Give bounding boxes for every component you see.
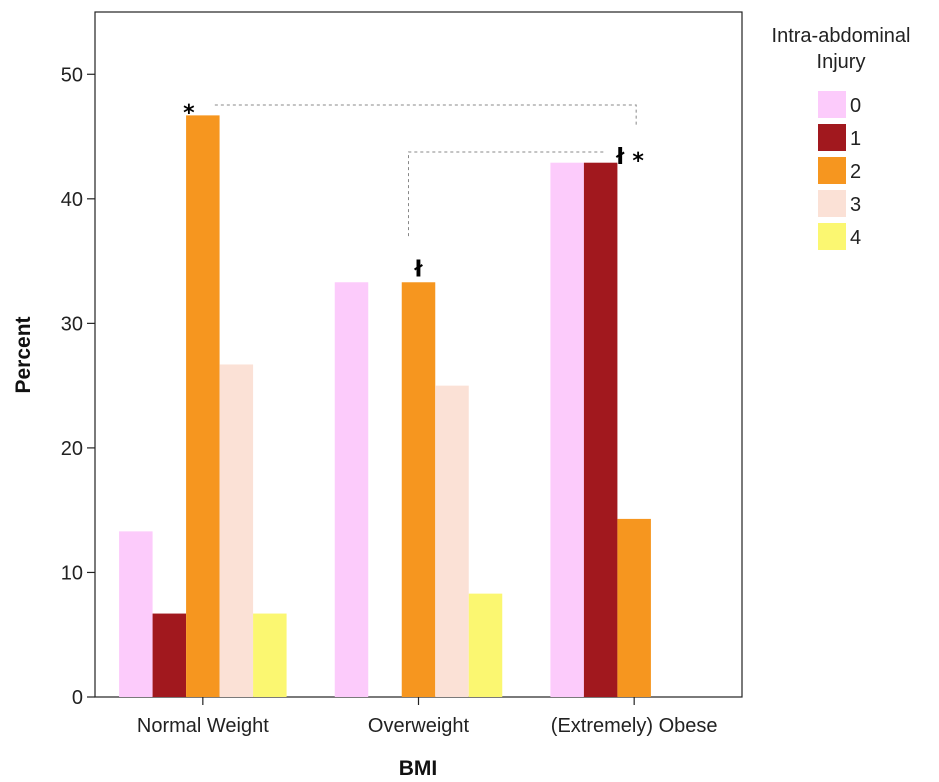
- legend: Intra-abdominal Injury 0 1 2 3 4: [772, 25, 911, 250]
- y-tick-label: 10: [61, 562, 83, 584]
- y-axis-title: Percent: [12, 316, 35, 393]
- x-tick-label: Overweight: [368, 715, 470, 737]
- bar: [583, 162, 618, 697]
- legend-swatch: [818, 223, 846, 250]
- bar: [119, 531, 153, 697]
- dagger-marker: ł: [413, 257, 423, 282]
- y-axis: 0 10 20 30 40 50: [61, 64, 95, 709]
- y-tick-label: 30: [61, 313, 83, 335]
- asterisk-marker: *: [632, 149, 644, 174]
- dagger-marker: ł: [615, 145, 625, 170]
- bar: [435, 385, 469, 697]
- bar: [253, 613, 287, 697]
- legend-swatch: [818, 157, 846, 184]
- bar: [401, 282, 436, 697]
- significance-bracket: [214, 104, 637, 127]
- legend-label: 1: [850, 128, 861, 150]
- y-tick-label: 50: [61, 64, 83, 86]
- bar: [468, 593, 503, 697]
- bar: [219, 364, 254, 697]
- bars: [119, 115, 651, 697]
- legend-label: 3: [850, 194, 861, 216]
- legend-swatch: [818, 190, 846, 217]
- significance-bracket: [408, 151, 607, 237]
- legend-swatch: [818, 124, 846, 151]
- legend-title-line-2: Injury: [817, 51, 866, 73]
- x-tick-label: Normal Weight: [137, 715, 269, 737]
- bar: [550, 162, 584, 697]
- legend-label: 4: [850, 227, 861, 249]
- y-tick-label: 20: [61, 438, 83, 460]
- y-tick-label: 40: [61, 189, 83, 211]
- bar: [334, 282, 369, 697]
- x-tick-label: (Extremely) Obese: [551, 715, 718, 737]
- legend-label: 2: [850, 161, 861, 183]
- annotations: * ł ł *: [183, 101, 644, 282]
- bar: [152, 613, 187, 697]
- bar: [186, 115, 220, 697]
- y-tick-label: 0: [72, 687, 83, 709]
- bar: [617, 518, 651, 697]
- asterisk-marker: *: [183, 101, 195, 126]
- legend-label: 0: [850, 95, 861, 117]
- x-axis-title: BMI: [399, 757, 438, 780]
- legend-swatch: [818, 91, 846, 118]
- x-axis: Normal Weight Overweight (Extremely) Obese: [137, 697, 718, 737]
- legend-title-line-1: Intra-abdominal: [772, 25, 911, 47]
